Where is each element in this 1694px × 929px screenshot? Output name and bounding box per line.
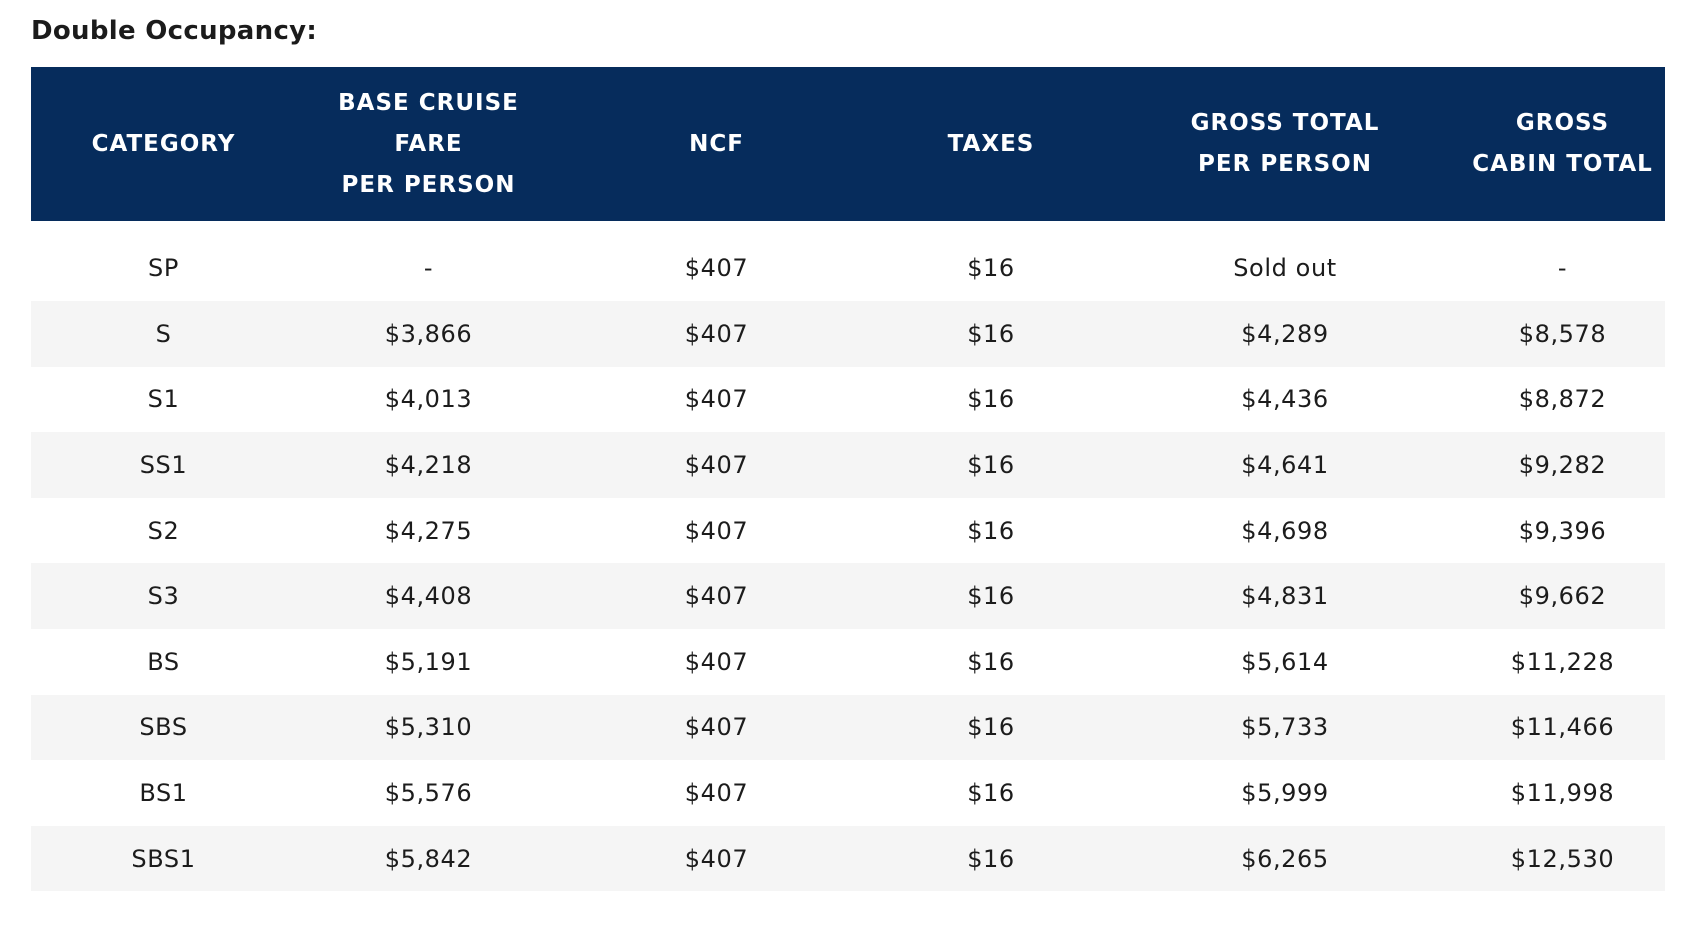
cell-category: SP [148,254,179,282]
cell-base-fare: $3,866 [384,319,473,348]
table-row: S3 $4,408 $407 $16 $4,831 $9,662 [31,563,1665,629]
table-body: SP - $407 $16 Sold out - S $3,866 $407 $16 $4,289 $… [31,221,1665,892]
cell-gross-total-per-person: $6,265 [1241,844,1329,873]
cell-gross-cabin-total: $8,578 [1518,319,1607,348]
table-row: S2 $4,275 $407 $16 $4,698 $9,396 [31,497,1665,564]
table-row: BS1 $5,576 $407 $16 $5,999 $11,998 [31,760,1665,826]
cell-base-fare: $5,310 [384,713,473,742]
cell-gross-cabin-total: - [1557,254,1568,282]
cell-gross-cabin-total: $11,998 [1510,778,1615,807]
table-row: SBS1 $5,842 $407 $16 $6,265 $12,530 [31,825,1665,892]
cell-gross-cabin-total: $11,466 [1510,713,1615,742]
header-gross-total-per-person: GROSS TOTAL PER PERSON [1190,110,1380,177]
cell-base-fare: - [423,254,434,282]
cell-ncf: $407 [684,516,749,545]
cell-category: S3 [147,582,180,611]
table-row: SBS $5,310 $407 $16 $5,733 $11,466 [31,694,1665,761]
table-row: BS $5,191 $407 $16 $5,614 $11,228 [31,628,1665,695]
cell-taxes: $16 [967,254,1015,282]
cell-base-fare: $4,275 [384,516,473,545]
header-ncf: NCF [689,130,744,157]
cell-ncf: $407 [684,778,749,807]
header-category: CATEGORY [91,130,236,157]
cell-taxes: $16 [967,778,1015,807]
table-row: S1 $4,013 $407 $16 $4,436 $8,872 [31,366,1665,433]
cell-ncf: $407 [684,319,749,348]
cell-gross-cabin-total: $9,662 [1518,582,1607,611]
cell-gross-total-per-person: Sold out [1233,254,1337,282]
table-row: S $3,866 $407 $16 $4,289 $8,578 [31,301,1665,367]
cell-gross-cabin-total: $12,530 [1510,844,1615,873]
cell-base-fare: $5,842 [384,844,473,873]
header-row: CATEGORY BASE CRUISE FARE PER PERSON NCF… [31,67,1665,221]
cell-category: SBS [139,713,188,742]
cell-base-fare: $4,218 [384,450,473,479]
header-taxes: TAXES [947,130,1035,157]
header-base-cruise-fare: BASE CRUISE FARE PER PERSON [338,89,519,198]
table-header: CATEGORY BASE CRUISE FARE PER PERSON NCF… [31,67,1665,221]
cell-gross-total-per-person: $4,436 [1241,385,1329,414]
cell-gross-cabin-total: $9,396 [1518,516,1607,545]
cell-ncf: $407 [684,582,749,611]
cell-gross-total-per-person: $4,289 [1241,319,1329,348]
cell-taxes: $16 [967,319,1015,348]
cell-taxes: $16 [967,647,1015,676]
cell-ncf: $407 [684,254,749,282]
cell-category: BS1 [139,778,188,807]
cell-category: S [155,319,172,348]
cell-gross-total-per-person: $5,999 [1241,778,1329,807]
cell-category: S2 [147,516,180,545]
cell-taxes: $16 [967,844,1015,873]
cell-gross-total-per-person: $4,698 [1241,516,1329,545]
cell-gross-cabin-total: $11,228 [1510,647,1615,676]
cell-base-fare: $5,576 [384,778,473,807]
cell-category: BS [147,647,180,676]
fare-table: CATEGORY BASE CRUISE FARE PER PERSON NCF… [31,67,1665,892]
section-title: Double Occupancy: [31,16,318,46]
cell-gross-total-per-person: $4,831 [1241,582,1329,611]
cell-base-fare: $4,408 [384,582,473,611]
cell-base-fare: $4,013 [384,385,473,414]
cell-taxes: $16 [967,450,1015,479]
cell-ncf: $407 [684,450,749,479]
cell-gross-total-per-person: $5,614 [1241,647,1329,676]
cell-taxes: $16 [967,713,1015,742]
header-gross-cabin-total: GROSS CABIN TOTAL [1472,110,1653,177]
cell-category: S1 [147,385,180,414]
cell-ncf: $407 [684,647,749,676]
cell-category: SS1 [139,450,188,479]
cell-ncf: $407 [684,713,749,742]
cell-gross-cabin-total: $9,282 [1518,450,1607,479]
cell-gross-total-per-person: $5,733 [1241,713,1329,742]
table-row: SP - $407 $16 Sold out - [31,221,1665,301]
cell-category: SBS1 [131,844,196,873]
cell-ncf: $407 [684,844,749,873]
cell-gross-total-per-person: $4,641 [1241,450,1329,479]
cell-gross-cabin-total: $8,872 [1518,385,1607,414]
table-row: SS1 $4,218 $407 $16 $4,641 $9,282 [31,432,1665,498]
cell-taxes: $16 [967,516,1015,545]
cell-ncf: $407 [684,385,749,414]
cell-taxes: $16 [967,582,1015,611]
cell-base-fare: $5,191 [384,647,473,676]
cell-taxes: $16 [967,385,1015,414]
